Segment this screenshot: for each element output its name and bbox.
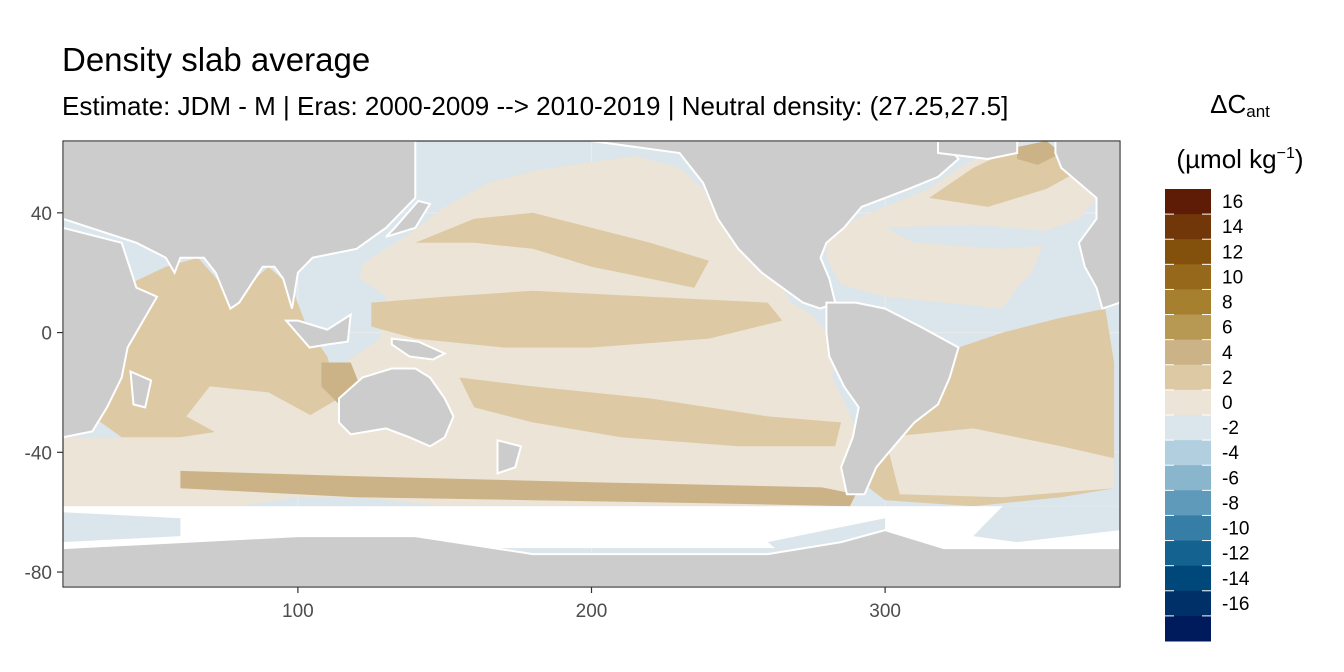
- legend-label-2: 2: [1222, 368, 1233, 389]
- region-indian-south-patch: [186, 386, 313, 447]
- y-tick-label--40: -40: [25, 443, 52, 464]
- y-tick-label--80: -80: [25, 563, 52, 584]
- ocean-regions: [63, 141, 1120, 555]
- legend-label-14: 14: [1222, 217, 1244, 238]
- legend-swatch-14: [1165, 214, 1211, 240]
- region-ross-blue: [63, 512, 181, 543]
- land-antarctica: [63, 529, 1120, 587]
- chart-subtitle: Estimate: JDM - M | Eras: 2000-2009 --> …: [62, 91, 1009, 121]
- legend-swatch-12: [1165, 239, 1211, 265]
- y-tick-label-0: 0: [41, 324, 52, 345]
- legend-swatch-10: [1165, 264, 1211, 290]
- land-europe-africa-east: [1054, 141, 1120, 310]
- legend-unit: (µmol kg−1): [1156, 134, 1324, 179]
- legend-swatch-2: [1165, 364, 1211, 391]
- legend-swatch--14: [1165, 565, 1211, 592]
- region-south-atlantic-light: [885, 428, 1115, 498]
- legend-label-16: 16: [1222, 192, 1243, 213]
- legend-swatch--4: [1165, 440, 1211, 466]
- x-tick-label-200: 200: [576, 601, 608, 622]
- color-legend: 16 14 12 10 8 6 4 2 0 -2 -4 -6 -8 -10 -12 -14 -16: [1165, 189, 1250, 642]
- region-north-atlantic-band: [885, 218, 1079, 249]
- region-southern-atlantic-blue: [973, 506, 1120, 543]
- legend-label-0: 0: [1222, 393, 1233, 414]
- legend-label--16: -16: [1222, 594, 1249, 615]
- land-new-zealand: [496, 439, 523, 475]
- legend-label-8: 8: [1222, 293, 1233, 314]
- legend-label--12: -12: [1222, 544, 1249, 565]
- legend-swatch-6: [1165, 314, 1211, 341]
- land-madagascar: [129, 369, 153, 409]
- legend-label-12: 12: [1222, 242, 1243, 263]
- region-labrador-warm: [1017, 141, 1062, 165]
- legend-unit-close: ): [1294, 144, 1304, 174]
- x-tick-label-300: 300: [869, 601, 901, 622]
- legend-label-4: 4: [1222, 343, 1233, 364]
- land-greenland: [937, 141, 1019, 161]
- land-africa-west: [63, 226, 159, 439]
- legend-swatch-4: [1165, 339, 1211, 366]
- legend-swatch--16: [1165, 590, 1211, 617]
- land-north-america: [591, 141, 960, 310]
- region-pacific-warm-band-south: [459, 377, 842, 447]
- region-weddell-blue: [767, 518, 886, 555]
- region-pacific-warm-band-equatorial: [371, 290, 783, 348]
- legend-label-10: 10: [1222, 267, 1243, 288]
- land-japan: [385, 199, 432, 238]
- legend-swatch--2: [1165, 415, 1211, 441]
- region-north-atlantic-warm: [929, 147, 1085, 207]
- legend-swatch--6: [1165, 465, 1211, 491]
- legend-title: ΔCant: [1160, 84, 1320, 132]
- legend-label--14: -14: [1222, 569, 1250, 590]
- legend-swatch-8: [1165, 289, 1211, 316]
- legend-title-main: ΔC: [1210, 89, 1247, 119]
- region-southern-light-band: [63, 446, 862, 489]
- legend-swatch--8: [1165, 490, 1211, 516]
- land-new-guinea: [390, 337, 448, 361]
- legend-label--4: -4: [1222, 443, 1239, 464]
- land-masses: [63, 141, 1120, 587]
- legend-label--10: -10: [1222, 519, 1249, 540]
- legend-title-subscript: ant: [1246, 102, 1270, 121]
- legend-label--8: -8: [1222, 493, 1239, 514]
- chart-title: Density slab average: [62, 41, 371, 78]
- legend-label--2: -2: [1222, 418, 1239, 439]
- land-australia: [338, 367, 455, 448]
- y-tick-label-40: 40: [31, 204, 52, 225]
- legend-unit-base: (µmol kg: [1176, 144, 1277, 174]
- land-borneo-sumatra: [283, 312, 352, 349]
- legend-unit-superscript: −1: [1276, 145, 1295, 162]
- legend-label--6: -6: [1222, 468, 1239, 489]
- legend-swatch--10: [1165, 515, 1211, 542]
- land-arabia-india: [63, 141, 417, 311]
- legend-label-6: 6: [1222, 318, 1233, 339]
- x-tick-label-100: 100: [282, 601, 314, 622]
- land-south-america: [825, 301, 960, 496]
- region-pacific-warm-band-north: [415, 212, 709, 288]
- legend-swatch-0: [1165, 389, 1211, 416]
- legend-swatch--12: [1165, 540, 1211, 567]
- legend-swatch-bottom: [1165, 615, 1211, 642]
- legend-swatch-16: [1165, 189, 1211, 215]
